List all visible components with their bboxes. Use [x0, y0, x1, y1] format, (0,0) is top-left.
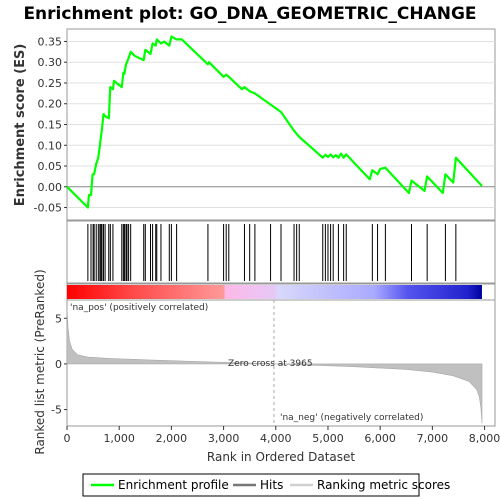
negative-correlation-label: 'na_neg' (negatively correlated) — [280, 413, 423, 423]
es-y-tick-label: 0.35 — [38, 35, 63, 48]
x-axis-label: Rank in Ordered Dataset — [207, 450, 355, 464]
zero-cross-label: Zero cross at 3965 — [228, 359, 313, 369]
metric-y-tick-label: 5 — [55, 312, 62, 325]
x-tick-label: 0 — [64, 432, 71, 445]
es-y-tick-label: 0.30 — [38, 56, 63, 69]
x-tick-label: 4,000 — [260, 432, 292, 445]
metric-y-ticks: -5 0 5 — [51, 312, 67, 417]
x-tick-label: 8,000 — [469, 432, 500, 445]
es-y-tick-label: 0.10 — [38, 139, 63, 152]
es-y-tick-label: 0.00 — [38, 181, 63, 194]
x-tick-label: 5,000 — [312, 432, 344, 445]
enrichment-profile — [66, 35, 483, 209]
metric-y-tick-label: -5 — [51, 404, 62, 417]
es-y-tick-label: 0.05 — [38, 160, 63, 173]
x-tick-label: 1,000 — [103, 432, 135, 445]
legend-metric-label: Ranking metric scores — [317, 478, 450, 492]
es-y-tick-label: 0.20 — [38, 98, 63, 111]
es-gridlines — [67, 40, 495, 209]
es-y-tick-label: 0.15 — [38, 119, 63, 132]
ranking-heatbar — [67, 285, 482, 299]
x-tick-label: 2,000 — [156, 432, 188, 445]
es-y-ticks: -0.05 0.00 0.05 0.10 0.15 0.20 0.25 0.30 0.35 — [34, 35, 67, 215]
enrichment-profile-line — [66, 35, 483, 209]
positive-correlation-label: 'na_pos' (positively correlated) — [70, 303, 208, 313]
ranked-metric-area — [66, 300, 483, 426]
hit-markers — [87, 224, 457, 281]
metric-y-tick-label: 0 — [55, 358, 62, 371]
ranked-metric-fill — [66, 307, 483, 424]
legend: Enrichment profile Hits Ranking metric s… — [82, 473, 450, 497]
es-y-axis-label: Enrichment score (ES) — [13, 44, 28, 207]
legend-hits-label: Hits — [260, 478, 283, 492]
x-tick-label: 3,000 — [208, 432, 240, 445]
x-axis-ticks: 0 1,000 2,000 3,000 4,000 5,000 6,000 7,000 8,00… — [64, 426, 500, 445]
legend-profile-label: Enrichment profile — [118, 478, 229, 492]
es-y-tick-label: -0.05 — [34, 202, 62, 215]
x-tick-label: 7,000 — [417, 432, 449, 445]
chart-title: Enrichment plot: GO_DNA_GEOMETRIC_CHANGE — [23, 4, 476, 24]
x-tick-label: 6,000 — [364, 432, 396, 445]
metric-y-axis-label: Ranked list metric (PreRanked) — [33, 269, 47, 454]
es-y-tick-label: 0.25 — [38, 77, 63, 90]
